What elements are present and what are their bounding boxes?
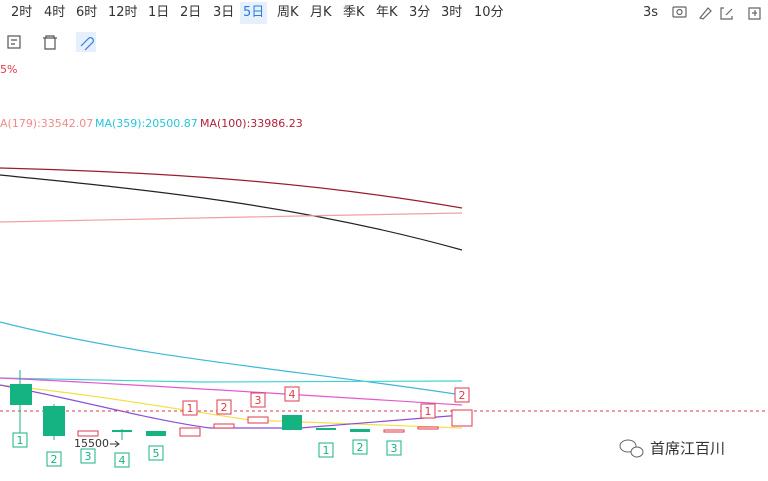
interval-tab[interactable]: 10分 (474, 5, 504, 20)
interval-tab[interactable]: 3分 (409, 5, 431, 20)
tool-icons (7, 32, 96, 52)
interval-tab[interactable]: 2日 (180, 5, 202, 20)
edit-lines (11, 39, 17, 45)
ma-label: MA(100):33986.23 (200, 117, 303, 130)
marker-label: 2 (221, 401, 228, 414)
ma-line (0, 377, 463, 383)
candle (77, 430, 99, 437)
marker-box (182, 400, 198, 416)
candle (451, 409, 473, 427)
ma-line (0, 212, 463, 223)
camera-icon[interactable] (672, 6, 687, 18)
candle (112, 430, 132, 432)
marker-box (352, 439, 368, 455)
draw-icon[interactable] (698, 7, 712, 20)
marker-label: 3 (85, 450, 92, 463)
candle (146, 431, 166, 436)
interval-tab[interactable]: 12时 (108, 5, 138, 20)
candle (179, 427, 201, 437)
candle (10, 384, 32, 405)
markers: 1 2 3 4 5 1 2 3 4 1 2 3 1 2 (12, 386, 470, 468)
marker-box (12, 432, 28, 448)
price-arrow-head (114, 440, 120, 448)
interval-tab[interactable]: 季K (343, 5, 365, 20)
ma-lines (0, 167, 463, 429)
interval-tab[interactable]: 周K (277, 5, 299, 20)
ma-line (0, 321, 463, 396)
interval-tab[interactable]: 3时 (441, 5, 463, 20)
watermark-text: 首席江百川 (650, 440, 725, 458)
marker-label: 4 (289, 388, 296, 401)
marker-box (46, 451, 62, 467)
ma-line (0, 377, 463, 406)
marker-label: 1 (323, 444, 330, 457)
marker-label: 2 (357, 441, 364, 454)
marker-label: 1 (17, 434, 24, 447)
marker-box (420, 403, 436, 419)
candle (350, 429, 370, 432)
watermark: 首席江百川 (619, 439, 725, 458)
wechat-icon (619, 439, 637, 453)
marker-label: 4 (119, 454, 126, 467)
magnet-bg[interactable] (76, 32, 96, 52)
wechat-icon (630, 446, 644, 458)
candles (10, 370, 473, 440)
marker-label: 5 (153, 447, 160, 460)
interval-tab[interactable]: 月K (310, 5, 332, 20)
candle (282, 415, 302, 430)
edit-icon[interactable] (7, 35, 21, 49)
marker-label: 1 (187, 402, 194, 415)
ma-line (0, 167, 463, 209)
marker-box (114, 452, 130, 468)
interval-tab[interactable]: 5日 (240, 2, 268, 24)
marker-label: 3 (391, 442, 398, 455)
interval-tab[interactable]: 6时 (76, 5, 98, 20)
ma-line (0, 174, 463, 251)
marker-box (250, 392, 266, 408)
candle (43, 406, 65, 436)
marker-label: 3 (255, 394, 262, 407)
settings-icon[interactable] (748, 7, 761, 20)
interval-tab[interactable]: 2时 (11, 5, 33, 20)
legend-fragment: 5% (0, 63, 17, 76)
candle (417, 426, 439, 430)
price-label: 15500 (74, 437, 109, 450)
interval-tab[interactable]: 3日 (213, 5, 235, 20)
delete-icon[interactable] (43, 35, 57, 50)
toolbar-icons (672, 6, 761, 20)
marker-label: 1 (425, 405, 432, 418)
ma-label: A(179):33542.07 (0, 117, 93, 130)
refresh-rate[interactable]: 3s (643, 5, 659, 20)
magnet-icon (80, 37, 94, 51)
marker-box (386, 440, 402, 456)
marker-box (454, 387, 470, 403)
interval-tab[interactable]: 4时 (44, 5, 66, 20)
candle (316, 428, 336, 430)
marker-box (148, 445, 164, 461)
candle (247, 416, 269, 424)
marker-box (216, 399, 232, 415)
ma-line (0, 384, 463, 429)
ma-legend: A(179):33542.07 MA(359):20500.87 MA(100):3… (0, 117, 303, 130)
marker-box (284, 386, 300, 402)
candle (383, 429, 405, 433)
ma-label: MA(359):20500.87 (95, 117, 198, 130)
candle (213, 423, 235, 429)
marker-label: 2 (51, 453, 58, 466)
marker-box (318, 442, 334, 458)
interval-tab[interactable]: 1日 (148, 5, 170, 20)
expand-icon[interactable] (720, 7, 733, 20)
toolbar: 2时 4时 6时 12时 1日 2日 3日 5日 周K 月K 季K 年K 3分 3时 10分 (0, 0, 768, 26)
marker-label: 2 (459, 389, 466, 402)
interval-tab[interactable]: 年K (376, 5, 398, 20)
ma-line (0, 384, 463, 429)
marker-box (80, 448, 96, 464)
camera-lens (676, 8, 683, 16)
